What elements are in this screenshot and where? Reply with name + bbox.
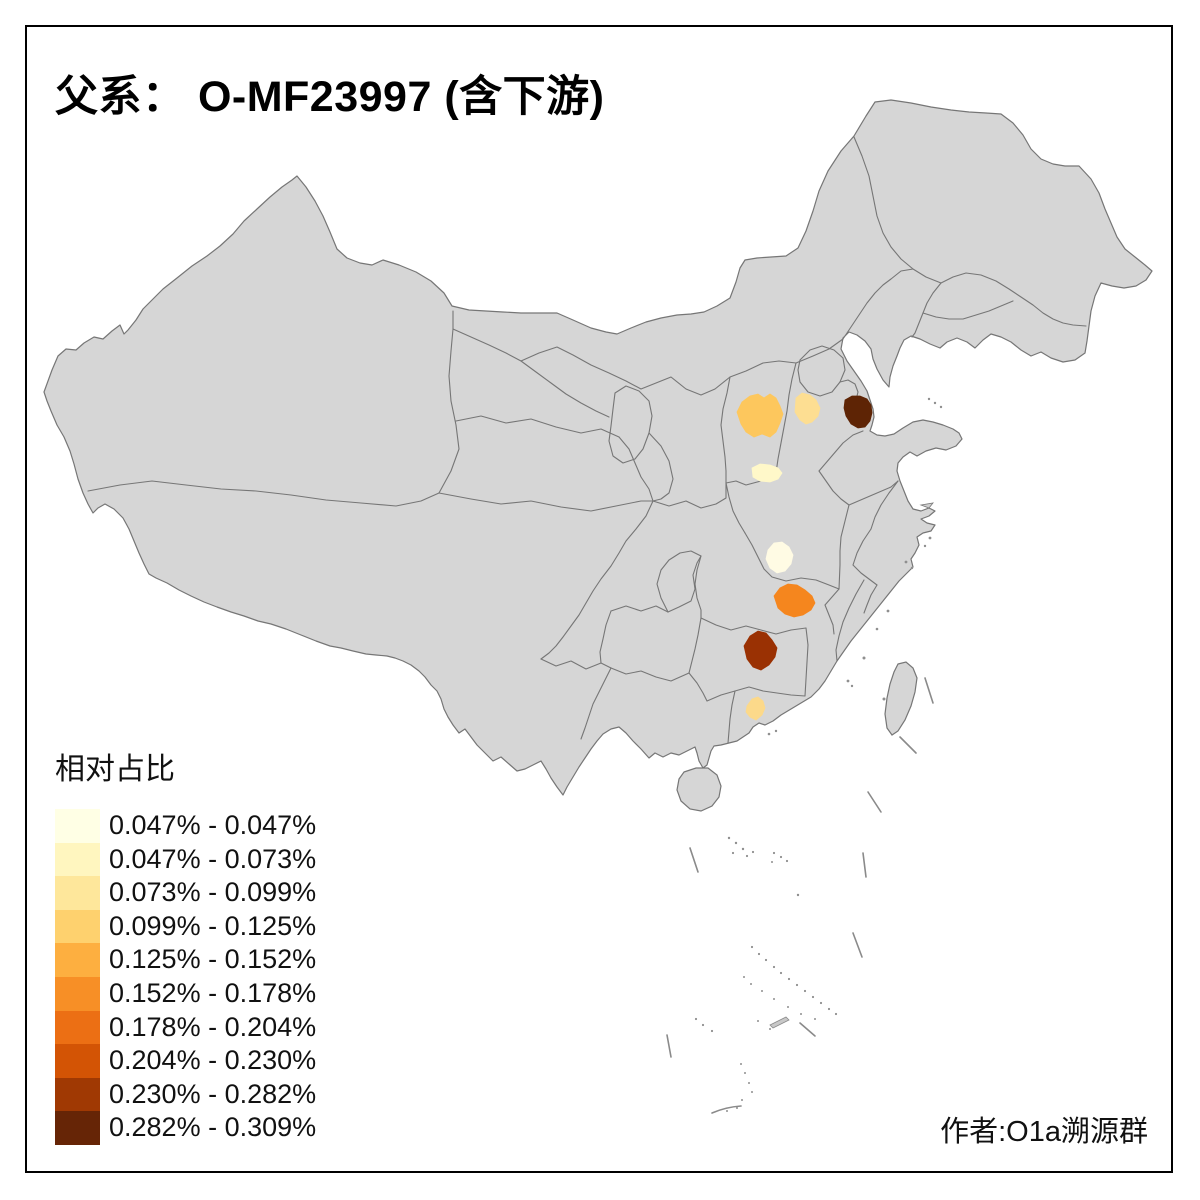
page-title: 父系： O-MF23997 (含下游) (55, 73, 605, 121)
province-border (648, 432, 674, 502)
province-border (608, 385, 653, 464)
province-border (720, 376, 731, 484)
province-border (818, 430, 864, 472)
attribution-text: 作者:O1a溯源群 (940, 1116, 1148, 1148)
legend-item: 0.099% - 0.125% (55, 909, 317, 944)
province-border (610, 667, 690, 682)
map-region-highlighted (765, 541, 794, 574)
legend-swatch (55, 1010, 100, 1045)
legend-label: 0.282% - 0.309% (109, 1112, 317, 1143)
province-border (618, 436, 654, 502)
legend-swatch (55, 1044, 100, 1078)
province-border (835, 579, 865, 662)
legend-swatch (55, 1111, 100, 1145)
province-border (455, 415, 620, 438)
legend-label: 0.152% - 0.178% (109, 977, 317, 1008)
province-border (656, 550, 702, 613)
province-border (694, 555, 702, 619)
province-border (853, 136, 942, 284)
legend-label: 0.125% - 0.152% (109, 944, 317, 975)
legend-swatch (55, 842, 100, 877)
province-border (852, 564, 878, 586)
china-mainland-shape (43, 99, 1153, 796)
province-border (580, 667, 612, 740)
legend-label: 0.204% - 0.230% (109, 1045, 317, 1076)
legend-swatch (55, 909, 100, 944)
hainan-island-shape (676, 767, 722, 812)
province-border (922, 300, 1014, 320)
province-border (727, 690, 736, 744)
legend-item: 0.230% - 0.282% (55, 1077, 317, 1112)
chongming-island-shape (919, 502, 934, 509)
province-border (667, 555, 702, 613)
legend-swatch (55, 1077, 100, 1112)
province-border (842, 268, 914, 340)
legend-label: 0.073% - 0.099% (109, 877, 317, 908)
province-border (599, 610, 612, 664)
legend: 相对占比 0.047% - 0.047% 0.047% - 0.073% 0.073… (55, 744, 316, 1145)
province-border (520, 360, 610, 418)
legend-item: 0.073% - 0.099% (55, 876, 316, 910)
province-border (775, 362, 797, 474)
legend-swatch (55, 976, 100, 1011)
province-border (725, 482, 746, 534)
legend-title: 相对占比 (55, 753, 175, 786)
province-border (610, 605, 669, 613)
legend-swatch (55, 876, 100, 910)
taiwan-island-shape (884, 661, 918, 736)
province-border (700, 617, 807, 635)
legend-item: 0.125% - 0.152% (55, 943, 316, 977)
south-china-sea-islands (694, 397, 943, 1112)
province-border (870, 480, 899, 530)
nine-dash-line (666, 677, 934, 1114)
legend-item: 0.282% - 0.309% (55, 1111, 316, 1145)
province-border (438, 310, 460, 494)
map-region-highlighted (794, 392, 821, 425)
province-border (824, 604, 835, 635)
province-border (838, 504, 850, 590)
map-region-highlighted (773, 583, 816, 618)
map-region-highlighted (736, 393, 784, 438)
province-border (804, 627, 809, 697)
legend-item: 0.178% - 0.204% (55, 1010, 317, 1045)
legend-item: 0.152% - 0.178% (55, 976, 317, 1011)
province-border (852, 528, 872, 566)
map-region-highlighted (743, 630, 778, 671)
map-region-highlighted (745, 696, 766, 721)
province-border (540, 658, 612, 670)
south-sea-island-shape (769, 1016, 790, 1029)
province-border (824, 588, 840, 606)
map-region-highlighted (751, 463, 783, 483)
legend-item: 0.047% - 0.047% (55, 809, 316, 843)
legend-label: 0.178% - 0.204% (109, 1011, 317, 1042)
legend-label: 0.047% - 0.073% (109, 843, 317, 874)
legend-items: 0.047% - 0.047% 0.047% - 0.073% 0.073% - 0… (55, 809, 316, 1145)
province-border (863, 584, 878, 614)
province-border (839, 379, 859, 401)
province-border (744, 532, 840, 590)
province-border (540, 500, 654, 660)
legend-label: 0.230% - 0.282% (109, 1078, 317, 1109)
map-region-highlighted (843, 395, 873, 429)
province-border (87, 480, 440, 507)
legend-label: 0.047% - 0.047% (109, 810, 317, 840)
province-border (940, 272, 1087, 327)
province-border (848, 480, 899, 506)
province-border (688, 617, 702, 674)
legend-swatch (55, 809, 100, 843)
province-border (818, 470, 850, 506)
legend-label: 0.099% - 0.125% (109, 910, 317, 941)
province-border (652, 482, 727, 509)
legend-swatch (55, 943, 100, 977)
legend-item: 0.047% - 0.073% (55, 842, 317, 877)
province-border (438, 492, 654, 512)
legend-item: 0.204% - 0.230% (55, 1044, 316, 1078)
